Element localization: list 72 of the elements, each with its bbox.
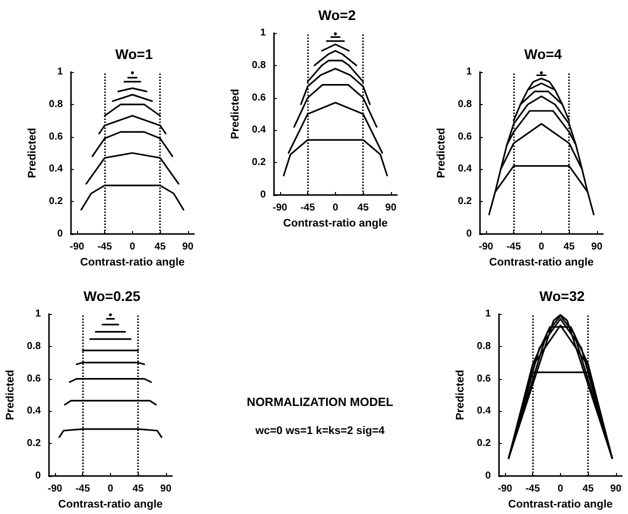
y-tick-label: 0.8 — [48, 98, 64, 110]
y-tick-label: 0 — [260, 190, 266, 200]
chart-title: Wo=1 — [115, 46, 153, 62]
y-tick-label: 1 — [485, 308, 492, 320]
text: NORMALIZATION MODEL — [246, 395, 394, 409]
y-axis-title: Predicted — [436, 128, 448, 178]
y-tick-label: 0.2 — [48, 196, 64, 208]
x-tick-label: 90 — [591, 242, 603, 252]
x-tick-label: -90 — [272, 202, 288, 214]
y-tick-label: 0.4 — [48, 164, 64, 175]
y-tick-label: 1 — [57, 66, 64, 78]
x-tick-label: 0 — [538, 242, 545, 252]
x-tick-label: 90 — [160, 484, 172, 494]
x-tick-label: -45 — [300, 202, 316, 214]
y-tick-label: 0.6 — [26, 373, 42, 384]
chart-title: Wo=32 — [539, 288, 585, 304]
x-tick-label: -45 — [75, 484, 90, 494]
x-tick-label: 0 — [108, 484, 114, 494]
y-tick-label: 0.6 — [476, 373, 492, 384]
x-tick-label: -90 — [498, 484, 513, 494]
chart-title: Wo=0.25 — [84, 288, 141, 304]
y-tick-label: 0 — [485, 470, 492, 482]
y-tick-label: 0.2 — [252, 157, 266, 168]
y-tick-label: 0.8 — [252, 60, 266, 71]
y-tick-label: 0.8 — [26, 340, 42, 352]
x-axis-title: Contrast-ratio angle — [489, 256, 594, 268]
x-tick-label: 0 — [130, 242, 136, 252]
y-axis-title: Predicted — [230, 88, 242, 140]
x-tick-label: 0 — [332, 202, 339, 214]
x-tick-label: 45 — [154, 242, 166, 252]
y-tick-label: 0.4 — [26, 406, 42, 417]
y-tick-label: 0 — [35, 470, 42, 482]
y-tick-label: 0.4 — [458, 164, 472, 175]
x-tick-label: 90 — [385, 202, 397, 214]
chart-title: Wo=4 — [524, 46, 562, 62]
y-axis-title: Predicted — [4, 370, 16, 420]
y-tick-label: 0.8 — [458, 98, 472, 110]
x-tick-label: 45 — [564, 242, 576, 252]
y-tick-label: 0 — [466, 228, 472, 240]
y-tick-label: 0 — [57, 228, 64, 240]
x-tick-label: -90 — [48, 484, 63, 494]
x-tick-label: 90 — [182, 242, 194, 252]
x-tick-label: 45 — [358, 202, 370, 214]
y-tick-label: 1 — [466, 66, 472, 78]
x-axis-title: Contrast-ratio angle — [508, 498, 613, 510]
y-tick-label: 0.6 — [252, 92, 266, 104]
x-tick-label: -45 — [506, 242, 522, 252]
y-axis-title: Predicted — [454, 370, 466, 420]
x-tick-label: 0 — [558, 484, 564, 494]
y-axis-title: Predicted — [26, 128, 38, 178]
x-tick-label: -45 — [97, 242, 112, 252]
y-tick-label: 0.6 — [48, 131, 64, 142]
y-tick-label: 0.2 — [476, 438, 492, 450]
chart-title: Wo=2 — [318, 7, 356, 23]
x-axis-title: Contrast-ratio angle — [283, 217, 388, 230]
y-tick-label: 1 — [260, 28, 266, 38]
y-tick-label: 0.4 — [476, 406, 492, 417]
x-tick-label: 90 — [610, 484, 622, 494]
x-tick-label: -90 — [478, 242, 494, 252]
y-tick-label: 0.8 — [476, 340, 492, 352]
y-tick-label: 0.6 — [458, 131, 472, 142]
y-tick-label: 1 — [35, 308, 42, 320]
x-axis-title: Contrast-ratio angle — [80, 256, 185, 268]
x-tick-label: 45 — [582, 484, 594, 494]
x-tick-label: -90 — [70, 242, 85, 252]
x-tick-label: 45 — [132, 484, 144, 494]
text: wc=0 ws=1 k=ks=2 sig=4 — [254, 425, 386, 437]
x-tick-label: -45 — [525, 484, 540, 494]
y-tick-label: 0.4 — [252, 124, 266, 136]
y-tick-label: 0.2 — [458, 196, 472, 208]
y-tick-label: 0.2 — [26, 438, 42, 450]
x-axis-title: Contrast-ratio angle — [58, 498, 163, 510]
